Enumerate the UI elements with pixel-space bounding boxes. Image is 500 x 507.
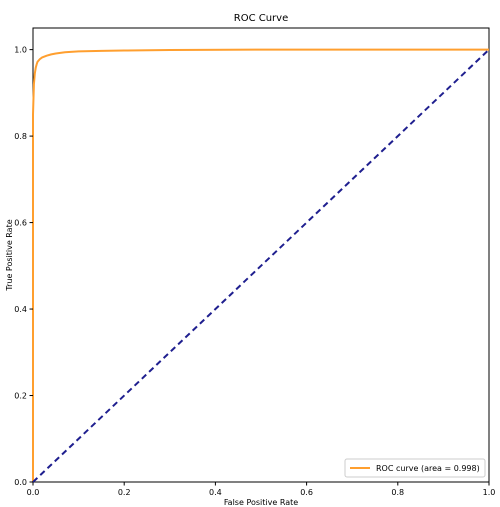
x-tick-label: 0.4 — [209, 488, 222, 497]
x-tick-label: 0.2 — [118, 488, 131, 497]
y-tick-label: 1.0 — [14, 46, 27, 55]
x-tick-label: 0.8 — [391, 488, 404, 497]
x-tick-label: 0.6 — [300, 488, 313, 497]
x-tick-label: 0.0 — [27, 488, 40, 497]
legend-box — [344, 458, 486, 478]
legend: ROC curve (area = 0.998) — [344, 458, 486, 478]
y-axis-ticks: 0.0 0.2 0.4 0.6 0.8 1.0 — [14, 46, 33, 487]
roc-curve-line — [32, 48, 489, 482]
plot-frame — [32, 27, 490, 483]
chart-title: ROC Curve — [234, 13, 288, 24]
y-tick-label: 0.0 — [14, 478, 27, 487]
legend-label: ROC curve (area = 0.998) — [376, 464, 480, 473]
y-tick-label: 0.4 — [14, 305, 27, 314]
x-axis-ticks: 0.0 0.2 0.4 0.6 0.8 1.0 — [27, 482, 496, 497]
x-tick-label: 1.0 — [483, 488, 496, 497]
y-tick-label: 0.8 — [14, 132, 27, 141]
chance-diagonal-line — [32, 48, 490, 483]
y-tick-label: 0.6 — [14, 219, 27, 228]
y-tick-label: 0.2 — [14, 392, 27, 401]
plot-area — [32, 27, 490, 483]
x-axis-label: False Positive Rate — [224, 498, 298, 507]
y-axis-label: True Positive Rate — [5, 219, 14, 291]
